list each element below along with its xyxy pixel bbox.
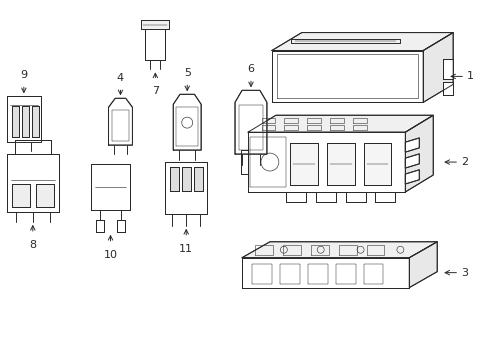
Polygon shape — [408, 242, 436, 288]
Polygon shape — [32, 106, 39, 137]
Polygon shape — [145, 28, 165, 60]
Polygon shape — [345, 192, 365, 202]
Polygon shape — [7, 154, 59, 212]
Polygon shape — [242, 258, 408, 288]
Polygon shape — [271, 32, 452, 50]
Polygon shape — [285, 192, 305, 202]
Text: 4: 4 — [117, 73, 124, 84]
Polygon shape — [15, 140, 51, 154]
Polygon shape — [241, 150, 247, 174]
Polygon shape — [95, 220, 103, 232]
Polygon shape — [326, 143, 354, 185]
Polygon shape — [442, 59, 452, 79]
Polygon shape — [405, 170, 419, 184]
Text: 6: 6 — [247, 64, 254, 75]
Polygon shape — [141, 20, 169, 28]
Polygon shape — [108, 98, 132, 145]
Polygon shape — [117, 220, 125, 232]
Polygon shape — [90, 164, 130, 210]
Polygon shape — [182, 167, 191, 190]
Polygon shape — [247, 115, 432, 132]
Polygon shape — [423, 32, 452, 102]
Polygon shape — [315, 192, 335, 202]
Text: 3: 3 — [460, 267, 467, 278]
Polygon shape — [375, 192, 395, 202]
Polygon shape — [12, 106, 19, 137]
Polygon shape — [22, 106, 29, 137]
Polygon shape — [170, 167, 179, 190]
Text: 2: 2 — [460, 157, 468, 167]
Polygon shape — [7, 96, 41, 142]
Polygon shape — [235, 90, 266, 154]
Polygon shape — [271, 50, 423, 102]
Text: 11: 11 — [179, 244, 193, 254]
Polygon shape — [289, 143, 317, 185]
Polygon shape — [194, 167, 203, 190]
Polygon shape — [173, 94, 201, 150]
Text: 10: 10 — [103, 250, 117, 260]
Polygon shape — [405, 138, 419, 152]
Polygon shape — [12, 184, 30, 207]
Text: 8: 8 — [29, 240, 36, 250]
Text: 7: 7 — [151, 86, 159, 96]
Polygon shape — [405, 154, 419, 168]
Text: 9: 9 — [20, 71, 27, 80]
Polygon shape — [247, 132, 405, 192]
Polygon shape — [363, 143, 390, 185]
Polygon shape — [442, 82, 452, 95]
Text: 1: 1 — [466, 71, 473, 81]
Polygon shape — [242, 242, 436, 258]
Polygon shape — [165, 162, 207, 214]
Polygon shape — [405, 115, 432, 192]
Polygon shape — [36, 184, 54, 207]
Text: 5: 5 — [183, 68, 190, 78]
